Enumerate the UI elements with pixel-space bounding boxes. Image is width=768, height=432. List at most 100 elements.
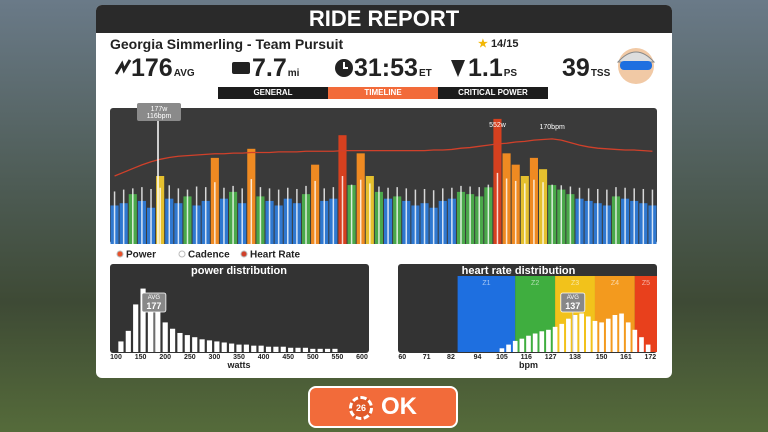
dist-bar — [295, 347, 301, 352]
star-icon: ★ — [478, 38, 488, 50]
zone-label: Z4 — [611, 280, 619, 287]
dist-bar — [155, 309, 161, 352]
cadence-bar — [132, 188, 134, 244]
cadence-bar — [469, 186, 471, 244]
dist-bar — [184, 335, 190, 352]
stat-unit: TSS — [590, 68, 611, 79]
avg-label: AVG — [148, 295, 161, 301]
cadence-bar — [560, 185, 563, 244]
icon-shape — [114, 59, 132, 75]
title-bar: RIDE REPORT — [96, 5, 672, 33]
stat-value: 1.1 — [468, 54, 503, 82]
cadence-bar — [624, 187, 626, 244]
cadence-bar — [496, 172, 499, 244]
legend-label: Power — [126, 250, 156, 261]
cadence-bar — [177, 188, 180, 244]
stat-unit: AVG — [173, 68, 195, 79]
cadence-bar — [487, 184, 490, 244]
ok-label: OK — [381, 393, 417, 420]
cadence-bar — [651, 189, 654, 244]
cadence-bar — [423, 188, 426, 244]
stat-unit: PS — [503, 68, 518, 79]
stat: 39TSS — [562, 54, 610, 83]
dist-bar — [546, 329, 551, 352]
cadence-bar — [615, 187, 617, 244]
peak-power-label: 552w — [489, 122, 507, 129]
dist-bar — [221, 342, 227, 352]
cadence-bar — [551, 184, 553, 244]
ok-button[interactable]: 26 OK — [308, 386, 458, 428]
cadence-bar — [432, 190, 435, 244]
cadence-bar — [542, 182, 544, 244]
cadence-bar — [460, 185, 462, 244]
tab[interactable]: GENERAL — [218, 87, 328, 99]
cadence-bar — [122, 189, 125, 244]
icon-shape — [232, 62, 250, 74]
cadence-bar — [341, 176, 344, 244]
x-axis-label: watts — [226, 360, 250, 370]
timeline-bg — [110, 108, 657, 244]
cursor-box — [137, 103, 181, 121]
icon-shape — [451, 60, 465, 77]
cadence-bar — [378, 186, 380, 244]
cadence-bar — [113, 191, 116, 244]
cadence-bar — [332, 187, 335, 244]
dist-bar — [302, 347, 309, 352]
dist-bar — [605, 318, 611, 352]
dist-bar — [140, 288, 146, 352]
cadence-bar — [214, 182, 216, 244]
cadence-bar — [305, 185, 307, 244]
dist-bar — [585, 316, 591, 352]
dist-bar — [532, 333, 538, 352]
tab-active[interactable]: TIMELINE — [328, 87, 438, 99]
x-tick-label: 100 — [110, 354, 122, 361]
tab[interactable]: CRITICAL POWER — [438, 87, 548, 99]
dist-bar — [236, 344, 242, 352]
dist-bar — [639, 337, 644, 352]
stat-unit: mi — [287, 68, 300, 79]
cadence-bar — [359, 179, 362, 244]
dist-bar — [280, 346, 286, 352]
cadence-bar — [578, 187, 581, 244]
dist-bar — [258, 345, 264, 352]
cadence-bar — [314, 180, 316, 244]
cadence-bar — [150, 188, 152, 244]
dist-bar — [572, 315, 578, 352]
cadence-bar — [277, 189, 280, 244]
cadence-bar — [633, 188, 635, 244]
dist-bar — [612, 315, 618, 352]
avg-tag — [560, 292, 586, 313]
cadence-bar — [414, 189, 417, 244]
dist-bar — [519, 338, 525, 352]
cadence-bar — [168, 185, 171, 244]
dist-bar — [566, 318, 571, 352]
dist-bar — [552, 326, 558, 352]
dist-bar — [243, 344, 249, 352]
x-tick-label: 450 — [282, 354, 294, 361]
x-tick-label: 300 — [209, 354, 221, 361]
avg-label: AVG — [567, 295, 580, 301]
cadence-bar — [204, 187, 207, 244]
cadence-bar — [369, 183, 371, 244]
x-tick-label: 71 — [423, 354, 431, 361]
dist-bar — [118, 341, 124, 352]
dist-bar — [512, 340, 518, 352]
cadence-bar — [587, 188, 590, 244]
legend-label: Heart Rate — [250, 250, 300, 261]
dist-bar — [273, 346, 279, 352]
zone-band — [634, 276, 657, 352]
dist-bar — [506, 344, 511, 352]
dist-bar — [317, 348, 323, 352]
star-count: 14/15 — [490, 38, 519, 50]
cadence-bar — [259, 187, 262, 244]
x-tick-label: 172 — [645, 354, 657, 361]
pizza-icon — [451, 60, 465, 77]
cadence-bar — [350, 184, 353, 244]
dist-bar — [192, 337, 198, 352]
dist-bar — [147, 293, 154, 352]
zone-label: Z3 — [571, 280, 579, 287]
cadence-bar — [268, 188, 271, 244]
dist-bar — [559, 323, 565, 352]
ok-badge: 26 — [349, 395, 373, 420]
cadence-bar — [296, 188, 298, 244]
